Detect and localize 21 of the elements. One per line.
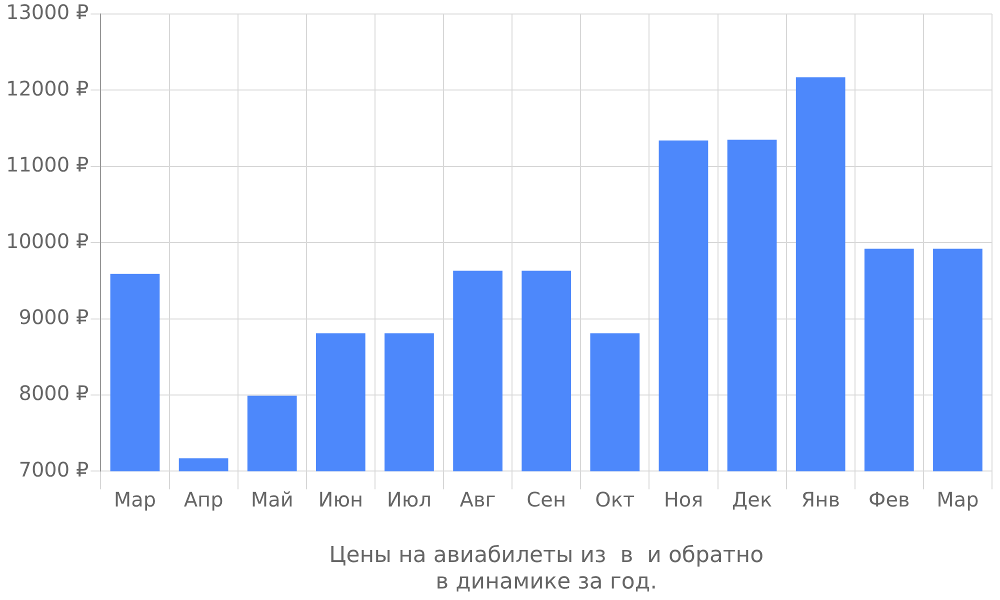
x-tick-label: Янв: [801, 487, 840, 512]
x-tick-label: Ноя: [664, 487, 704, 512]
x-tick-label: Сен: [526, 487, 566, 512]
x-tick-label: Мар: [114, 487, 156, 512]
y-tick-label: 10000 ₽: [6, 228, 89, 253]
x-tick-label: Июл: [386, 487, 432, 512]
x-tick-label: Авг: [460, 487, 496, 512]
y-tick-label: 13000 ₽: [6, 0, 89, 24]
x-tick-label: Дек: [732, 487, 772, 512]
y-tick-label: 7000 ₽: [18, 457, 89, 482]
x-tick-label: Мар: [936, 487, 979, 512]
y-tick-label: 11000 ₽: [6, 152, 89, 177]
x-axis-title: Цены на авиабилеты из в и обратно в динамике за год.: [329, 543, 764, 595]
x-tick-label: Июн: [318, 487, 364, 512]
x-tick-label: Май: [250, 487, 294, 512]
x-tick-label: Окт: [595, 487, 635, 512]
x-tick-label: Фев: [868, 487, 910, 512]
x-tick-label: Апр: [184, 487, 224, 512]
y-tick-label: 9000 ₽: [18, 305, 89, 330]
y-tick-label: 12000 ₽: [6, 76, 89, 100]
y-tick-label: 8000 ₽: [18, 381, 89, 406]
